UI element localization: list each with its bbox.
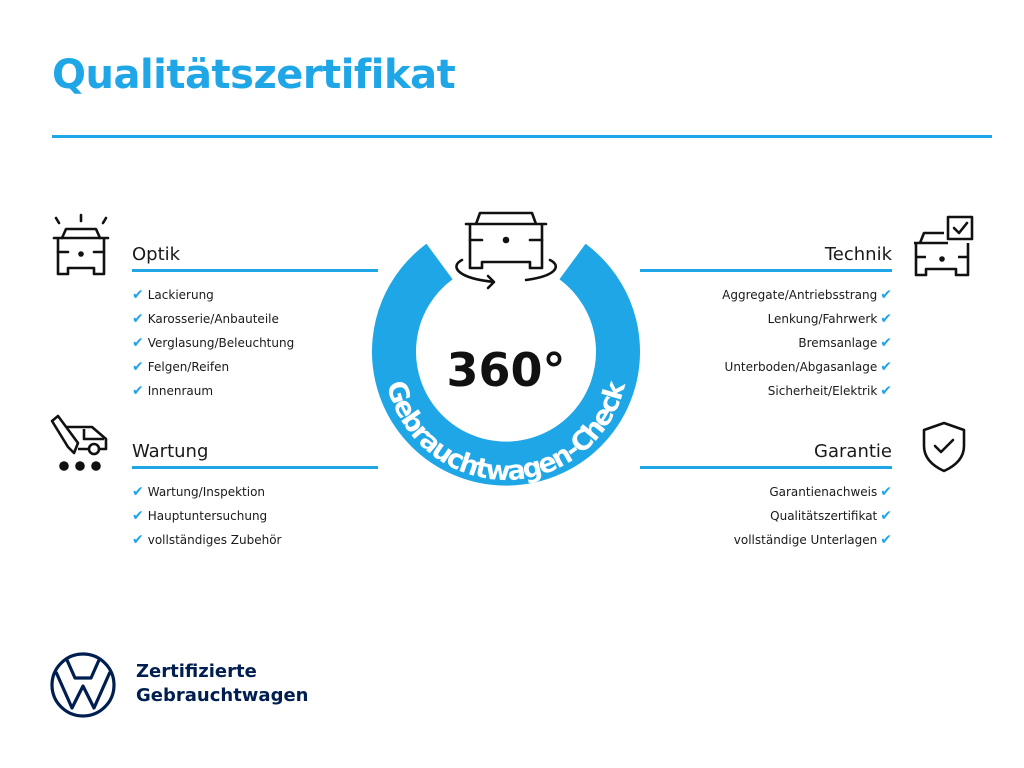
check-icon: ✔ — [880, 287, 892, 303]
check-icon: ✔ — [880, 311, 892, 327]
section-optik: Optik ✔ Lackierung ✔ Karosserie/Anbauteile… — [132, 242, 378, 406]
list-item: Garantienachweis ✔ — [769, 484, 892, 500]
check-icon: ✔ — [880, 508, 892, 524]
section-underline — [640, 466, 892, 469]
section-underline — [132, 269, 378, 272]
car-rotate-icon — [455, 211, 557, 290]
car-lights-icon — [52, 213, 110, 276]
list-item: ✔ Karosserie/Anbauteile — [132, 311, 279, 327]
list-item: Bremsanlage ✔ — [798, 335, 892, 351]
list-item: ✔ Verglasung/Beleuchtung — [132, 335, 295, 351]
list-item: ✔ Lackierung — [132, 287, 214, 303]
certified-label: Zertifizierte Gebrauchtwagen — [136, 661, 309, 706]
check-icon: ✔ — [132, 335, 144, 351]
check-icon: ✔ — [132, 287, 144, 303]
section-underline — [640, 269, 892, 272]
badge-ring — [372, 243, 640, 486]
360-check-badge: Gebrauchtwagen-Check 360° — [372, 211, 640, 488]
check-icon: ✔ — [880, 383, 892, 399]
list-item: Unterboden/Abgasanlage ✔ — [724, 359, 892, 375]
check-icon: ✔ — [132, 508, 144, 524]
shield-check-icon — [922, 421, 966, 473]
check-icon: ✔ — [132, 484, 144, 500]
title-divider — [52, 135, 992, 138]
section-underline — [132, 466, 378, 469]
section-heading: Garantie — [814, 441, 892, 462]
list-item: ✔ vollständiges Zubehör — [132, 532, 282, 548]
list-item: ✔ Wartung/Inspektion — [132, 484, 266, 500]
check-icon: ✔ — [880, 532, 892, 548]
vw-logo — [50, 652, 116, 718]
list-item: Sicherheit/Elektrik ✔ — [767, 383, 892, 399]
section-heading: Optik — [132, 244, 181, 265]
badge-degrees: 360° — [446, 343, 565, 397]
list-item: Lenkung/Fahrwerk ✔ — [767, 311, 892, 327]
list-item: vollständige Unterlagen ✔ — [733, 532, 892, 548]
check-icon: ✔ — [132, 311, 144, 327]
section-wartung: Wartung ✔ Wartung/Inspektion ✔ Hauptunters… — [132, 439, 378, 555]
list-item: Aggregate/Antriebsstrang ✔ — [722, 287, 892, 303]
car-checkbox-icon — [914, 215, 974, 277]
check-icon: ✔ — [132, 359, 144, 375]
list-item: ✔ Felgen/Reifen — [132, 359, 230, 375]
list-item: ✔ Innenraum — [132, 383, 214, 399]
check-icon: ✔ — [880, 335, 892, 351]
list-item: ✔ Hauptuntersuchung — [132, 508, 268, 524]
section-technik: Technik Aggregate/Antriebsstrang ✔ Lenkun… — [640, 242, 892, 406]
service-truck-icon — [50, 414, 108, 471]
section-garantie: Garantie Garantienachweis ✔ Qualitätszert… — [640, 439, 892, 555]
page-title: Qualitätszertifikat — [52, 52, 456, 98]
check-icon: ✔ — [132, 383, 144, 399]
section-heading: Wartung — [132, 441, 209, 462]
check-icon: ✔ — [880, 359, 892, 375]
check-icon: ✔ — [132, 532, 144, 548]
section-heading: Technik — [824, 244, 892, 265]
check-icon: ✔ — [880, 484, 892, 500]
list-item: Qualitätszertifikat ✔ — [770, 508, 892, 524]
